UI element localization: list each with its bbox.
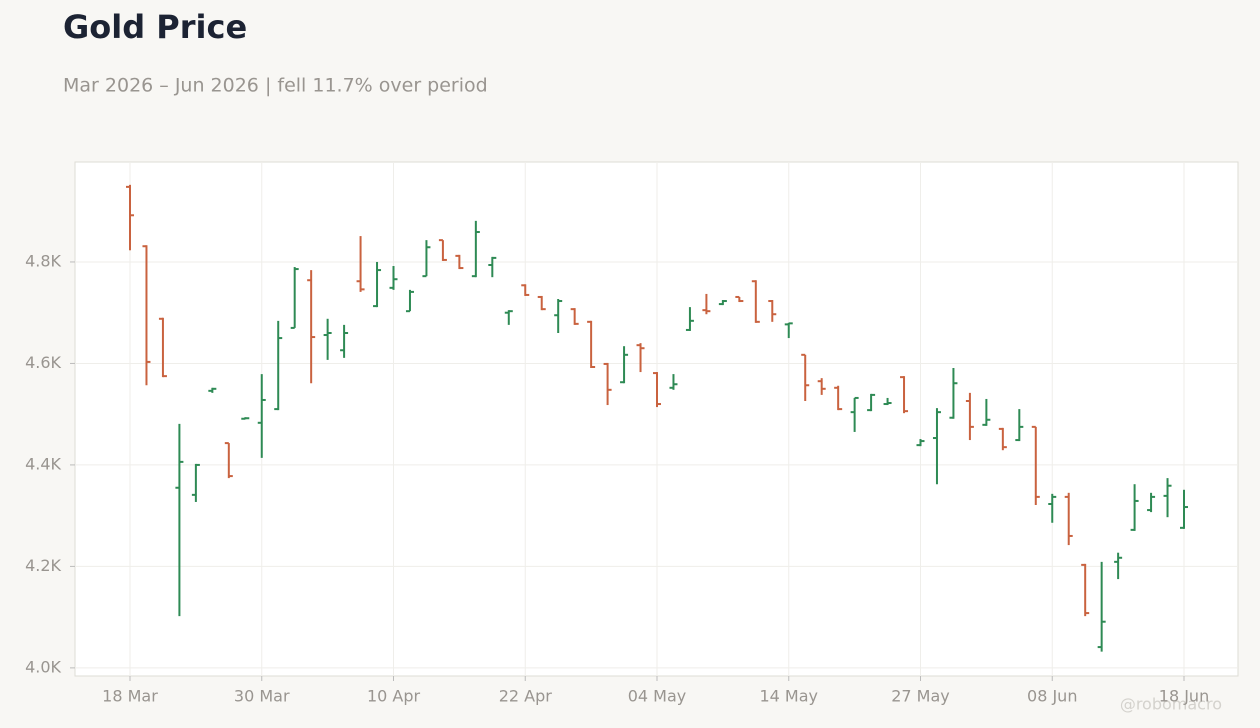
y-tick-label: 4.8K (25, 251, 61, 270)
x-tick-label: 18 Jun (1159, 687, 1209, 706)
y-tick-label: 4.4K (25, 454, 61, 473)
y-tick-label: 4.6K (25, 353, 61, 372)
chart-title: Gold Price (63, 8, 247, 46)
x-tick-label: 04 May (628, 687, 687, 706)
watermark: @robomacro (1120, 695, 1222, 714)
x-tick-label: 14 May (759, 687, 818, 706)
x-tick-label: 22 Apr (499, 687, 553, 706)
chart-subtitle: Mar 2026 – Jun 2026 | fell 11.7% over pe… (63, 75, 488, 97)
x-tick-label: 18 Mar (102, 687, 158, 706)
x-tick-label: 27 May (891, 687, 950, 706)
x-tick-label: 10 Apr (367, 687, 421, 706)
y-tick-label: 4.0K (25, 657, 61, 676)
x-tick-label: 08 Jun (1027, 687, 1077, 706)
y-tick-label: 4.2K (25, 556, 61, 575)
x-tick-label: 30 Mar (234, 687, 290, 706)
